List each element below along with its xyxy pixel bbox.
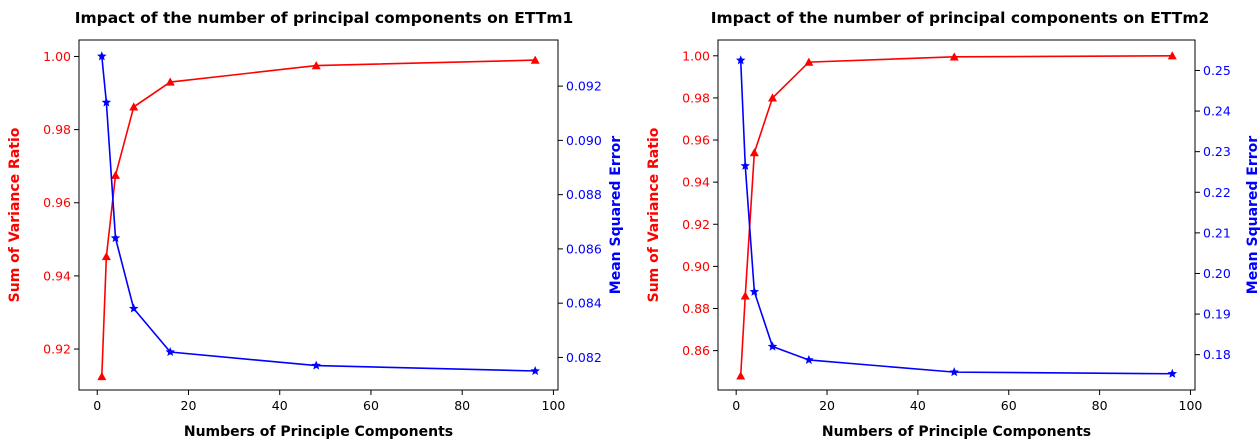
series-point-variance-ratio xyxy=(101,252,111,261)
y-left-axis-label: Sum of Variance Ratio xyxy=(646,127,662,302)
y-right-tick-label: 0.24 xyxy=(1203,104,1231,119)
y-right-tick-label: 0.084 xyxy=(566,296,602,311)
y-right-tick-label: 0.20 xyxy=(1203,266,1231,281)
series-point-mse xyxy=(735,55,746,65)
y-left-tick-label: 1.00 xyxy=(43,49,71,64)
y-left-tick-label: 0.98 xyxy=(682,90,710,105)
x-tick-label: 20 xyxy=(819,398,835,413)
series-point-variance-ratio xyxy=(804,57,814,66)
y-right-axis-label: Mean Squared Error xyxy=(608,136,624,295)
y-left-axis-label: Sum of Variance Ratio xyxy=(7,127,23,302)
x-tick-label: 80 xyxy=(1092,398,1108,413)
series-line-mse xyxy=(101,56,536,372)
y-left-tick-label: 1.00 xyxy=(682,48,710,63)
series-point-mse xyxy=(110,233,121,243)
series-point-variance-ratio xyxy=(97,371,107,381)
x-tick-label: 40 xyxy=(910,398,926,413)
series-point-variance-ratio xyxy=(1167,51,1177,60)
series-point-variance-ratio xyxy=(530,55,540,64)
series-point-mse xyxy=(749,286,760,296)
series-point-mse xyxy=(804,354,814,364)
series-point-mse xyxy=(1167,368,1178,378)
y-right-tick-label: 0.21 xyxy=(1203,225,1231,240)
series-point-mse xyxy=(101,97,112,107)
series-point-mse xyxy=(530,366,540,376)
y-right-tick-label: 0.088 xyxy=(566,187,602,202)
y-left-tick-label: 0.98 xyxy=(43,122,71,137)
chart-2: Impact of the number of principal compon… xyxy=(646,9,1260,440)
series-point-mse xyxy=(165,347,175,357)
series-point-mse xyxy=(740,160,751,170)
y-right-tick-label: 0.22 xyxy=(1203,185,1231,200)
y-left-tick-label: 0.92 xyxy=(43,342,71,357)
y-left-tick-label: 0.90 xyxy=(682,259,710,274)
series-point-variance-ratio xyxy=(736,371,746,380)
x-tick-label: 0 xyxy=(732,398,740,413)
x-tick-label: 80 xyxy=(454,398,470,413)
series-point-variance-ratio xyxy=(768,93,778,102)
x-axis-label: Numbers of Principle Components xyxy=(184,424,453,440)
x-axis-label: Numbers of Principle Components xyxy=(822,424,1091,440)
series-point-mse xyxy=(767,341,778,351)
x-tick-label: 100 xyxy=(542,398,566,413)
y-right-tick-label: 0.19 xyxy=(1203,307,1231,322)
y-left-tick-label: 0.94 xyxy=(682,175,710,190)
y-right-tick-label: 0.092 xyxy=(566,79,602,94)
series-line-variance-ratio xyxy=(739,54,1173,376)
x-tick-label: 60 xyxy=(363,398,379,413)
series-line-variance-ratio xyxy=(101,59,536,377)
series-point-variance-ratio xyxy=(749,148,759,157)
series-point-variance-ratio xyxy=(311,61,321,70)
plot-frame xyxy=(78,39,559,391)
series-point-mse xyxy=(949,367,959,377)
series-point-mse xyxy=(97,51,107,61)
x-tick-label: 100 xyxy=(1179,398,1203,413)
series-point-variance-ratio xyxy=(110,170,120,179)
series-point-mse xyxy=(128,303,139,313)
y-left-tick-label: 0.86 xyxy=(682,343,710,358)
y-left-tick-label: 0.92 xyxy=(682,217,710,232)
y-left-tick-label: 0.94 xyxy=(43,268,71,283)
y-right-tick-label: 0.23 xyxy=(1203,144,1231,159)
series-point-variance-ratio xyxy=(129,102,139,111)
series-point-mse xyxy=(311,360,321,370)
y-right-tick-label: 0.090 xyxy=(566,133,602,148)
y-left-tick-label: 0.88 xyxy=(682,301,710,316)
plot-frame xyxy=(717,39,1196,391)
x-tick-label: 40 xyxy=(272,398,288,413)
y-right-tick-label: 0.082 xyxy=(566,350,602,365)
chart-title: Impact of the number of principal compon… xyxy=(75,9,574,27)
chart-title: Impact of the number of principal compon… xyxy=(711,9,1210,27)
series-point-variance-ratio xyxy=(165,77,175,86)
series-line-mse xyxy=(739,60,1173,375)
x-tick-label: 0 xyxy=(93,398,101,413)
y-right-tick-label: 0.086 xyxy=(566,241,602,256)
chart-1: Impact of the number of principal compon… xyxy=(7,9,624,440)
y-right-tick-label: 0.18 xyxy=(1203,347,1231,362)
x-tick-label: 60 xyxy=(1001,398,1017,413)
y-left-tick-label: 0.96 xyxy=(43,195,71,210)
series-point-variance-ratio xyxy=(949,52,959,61)
y-left-tick-label: 0.96 xyxy=(682,133,710,148)
y-right-tick-label: 0.25 xyxy=(1203,63,1231,78)
y-right-axis-label: Mean Squared Error xyxy=(1245,136,1260,295)
series-point-variance-ratio xyxy=(740,291,750,300)
x-tick-label: 20 xyxy=(181,398,197,413)
